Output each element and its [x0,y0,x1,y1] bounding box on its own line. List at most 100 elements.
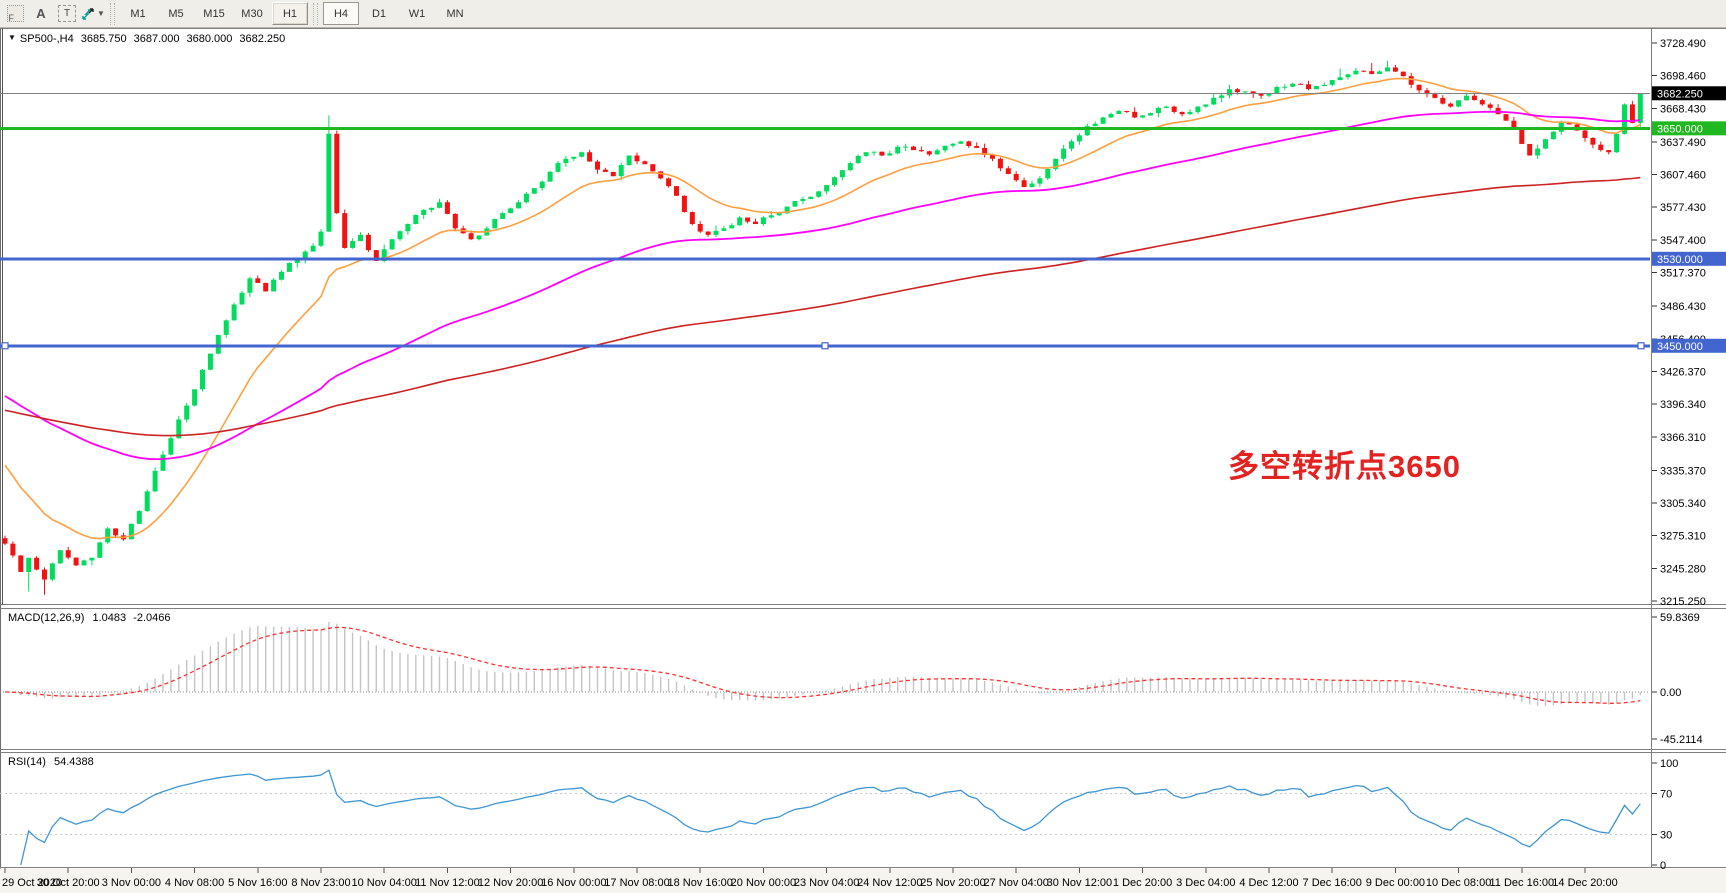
candle-body [1408,76,1414,85]
candle-body [539,181,545,189]
rsi-scale-label: 70 [1660,789,1672,801]
candle-body [239,292,245,305]
candle-body [1614,133,1620,153]
rsi-indicator-label[interactable]: RSI(14) 54.4388 [8,756,94,768]
candle-body [365,234,371,251]
text-tool-button[interactable]: T [55,3,79,24]
candle-body [531,188,537,194]
candle-body [555,163,561,172]
rsi-panel[interactable]: 100 70 30 0 [0,758,1678,872]
candle-body [855,155,861,164]
price-tick-label: 3637.490 [1660,137,1706,149]
time-axis-label: 9 Dec 00:00 [1366,877,1425,889]
candle-body [476,235,482,240]
timeframe-button-d1[interactable]: D1 [371,7,387,20]
candle-body [429,207,435,210]
time-axis-label: 10 Nov 04:00 [351,877,416,889]
candle-body [1511,120,1517,129]
time-axis-label: 10 Dec 08:00 [1426,877,1491,889]
time-axis-label: 30 Oct 20:00 [37,877,100,889]
candle-body [950,143,956,146]
candle-body [1171,106,1177,112]
candle-body [705,231,711,235]
time-axis-label: 24 Nov 12:00 [857,877,922,889]
candle-body [1242,91,1248,93]
dropdown-caret-icon[interactable]: ▼ [97,9,105,18]
candle-body [492,219,498,229]
macd-panel[interactable]: 59.8369 0.00 -45.2114 [0,612,1703,746]
price-badge [1652,251,1726,266]
candle-body [523,193,529,203]
time-axis-label: 18 Nov 16:00 [667,877,732,889]
candle-body [966,141,972,147]
timeframe-button-m1[interactable]: M1 [130,7,146,20]
candle-body [1622,104,1627,134]
timeframe-group-1: M1 M5 M15 M30 H1 [119,2,309,25]
candle-body [128,523,134,540]
candle-body [571,156,577,159]
candle-body [1369,71,1375,74]
candle-body [413,214,419,225]
candle-body [26,557,32,572]
candle-body [1290,83,1296,87]
rsi-value: 54.4388 [53,756,94,768]
candle-body [832,177,837,186]
candles-layer [2,60,1643,595]
candle-body [602,169,608,172]
candle-body [200,369,205,390]
timeframe-button-h1[interactable]: H1 [272,2,308,25]
candle-body [1250,91,1256,94]
candle-body [1298,83,1304,85]
candle-body [1432,94,1438,98]
candle-body [760,217,766,225]
font-tool-button[interactable]: A [29,3,53,24]
candle-body [468,233,474,240]
symbol-dropdown-icon[interactable]: ▼ [8,33,16,42]
timeframe-button-mn[interactable]: MN [446,7,464,20]
candle-body [1203,104,1209,107]
candle-body [1503,114,1509,121]
candle-body [579,152,585,157]
arrows-tool-button[interactable]: ▼ [81,3,105,24]
candle-body [1140,115,1146,118]
candle-body [547,171,553,182]
candle-body [1069,141,1074,149]
line-drag-handle[interactable] [1,342,9,350]
line-drag-handle[interactable] [821,342,829,350]
text-annotation[interactable]: 多空转折点3650 [1228,449,1461,484]
horizontal-lines-layer[interactable]: 3682.250 3650.000 3530.000 3450.000 [0,86,1726,353]
candle-body [231,304,237,321]
price-badge [1652,121,1726,136]
timeframe-button-m15[interactable]: M15 [203,7,225,20]
macd-indicator-label[interactable]: MACD(12,26,9) 1.0483 -2.0466 [8,612,171,624]
timeframe-button-w1[interactable]: W1 [408,7,426,20]
candle-body [626,155,632,166]
dock-handle-button[interactable]: F [3,3,27,24]
candle-body [1266,93,1272,96]
candle-body [113,528,119,536]
timeframe-button-m30[interactable]: M30 [241,7,263,20]
candle-body [1582,130,1588,138]
time-axis-label: 12 Nov 20:00 [478,877,543,889]
candle-body [563,158,569,164]
candle-body [784,206,790,214]
candle-body [1084,126,1090,136]
candle-body [381,249,387,261]
candle-body [1535,148,1541,156]
candle-body [42,569,47,580]
time-axis-label: 4 Nov 08:00 [165,877,224,889]
high-value: 3687.000 [133,33,180,45]
candle-body [958,141,964,144]
timeframe-button-h4[interactable]: H4 [323,2,359,25]
macd-signal-line [4,626,1641,704]
price-axis[interactable]: 3728.490 3698.460 3668.430 3637.490 3607.460… [1652,38,1706,608]
symbol-period-label: SP500-,H4 [19,33,74,45]
candle-body [1464,95,1469,101]
macd-name: MACD(12,26,9) [8,612,85,624]
time-axis-background[interactable] [0,868,1726,893]
line-drag-handle[interactable] [1637,342,1645,350]
timeframe-button-m5[interactable]: M5 [168,7,184,20]
chart-title[interactable]: ▼ SP500-,H4 3685.750 3687.000 3680.000 3682.2… [8,33,285,45]
